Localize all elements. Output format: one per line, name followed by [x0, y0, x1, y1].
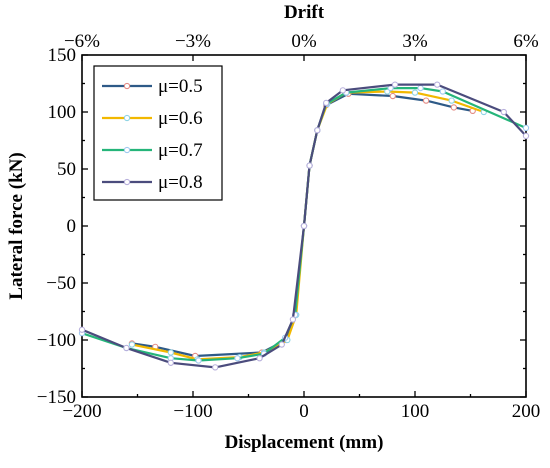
legend-marker — [123, 178, 131, 186]
x2-tick-label: −6% — [64, 31, 100, 52]
series-line — [81, 83, 527, 369]
x-tick-label: 200 — [512, 401, 541, 422]
data-point — [234, 355, 241, 362]
data-point — [522, 124, 530, 132]
axis-ticks: −200 −100 0 100 200 −6% −3% 0% 3% 6% −150 −100 −50 0 5… — [37, 31, 540, 422]
y-tick-label: 100 — [48, 102, 77, 123]
legend-marker — [123, 146, 131, 154]
data-point — [500, 108, 507, 116]
data-point — [167, 359, 174, 366]
data-point — [434, 81, 441, 88]
data-point — [289, 316, 297, 323]
data-point — [422, 97, 430, 104]
legend-label: μ=0.6 — [158, 108, 203, 129]
x2-tick-label: 3% — [402, 31, 428, 52]
data-point — [323, 99, 330, 107]
data-point — [300, 222, 308, 230]
legend-label: μ=0.7 — [158, 140, 203, 161]
x2-axis-title: Drift — [284, 2, 325, 23]
data-point — [306, 162, 313, 169]
data-point — [450, 104, 457, 111]
legend-label: μ=0.8 — [158, 172, 203, 193]
legend-marker — [123, 114, 131, 122]
data-point — [339, 87, 346, 94]
data-point — [391, 81, 399, 88]
legend-marker — [123, 82, 131, 90]
data-point — [123, 344, 130, 352]
y-axis-title: Lateral force (kN) — [6, 152, 27, 299]
series-4 — [78, 81, 530, 371]
legend-box — [93, 65, 223, 201]
legend-item: μ=0.5 — [102, 76, 203, 97]
x-axis-title: Displacement (mm) — [225, 432, 384, 453]
data-point — [417, 84, 424, 92]
data-point — [167, 349, 174, 356]
data-point — [439, 88, 446, 95]
y-tick-label: −150 — [37, 387, 76, 408]
legend-item: μ=0.7 — [102, 140, 203, 161]
legend: μ=0.5 μ=0.6 μ=0.7 μ=0.8 — [93, 65, 223, 201]
data-point — [128, 341, 136, 348]
data-point — [195, 357, 202, 364]
y-tick-label: 50 — [57, 159, 76, 180]
legend-item: μ=0.6 — [102, 108, 203, 129]
x-tick-label: −200 — [62, 401, 101, 422]
x2-tick-label: −3% — [175, 31, 211, 52]
legend-item: μ=0.8 — [102, 172, 203, 193]
data-point — [448, 97, 455, 104]
data-point — [212, 364, 219, 371]
data-point — [78, 326, 86, 333]
y-tick-label: −100 — [37, 330, 76, 351]
x-tick-label: −100 — [173, 401, 212, 422]
data-point — [411, 89, 419, 96]
y-tick-label: 150 — [48, 45, 77, 66]
data-point — [389, 92, 396, 100]
x2-tick-label: 6% — [513, 31, 539, 52]
x-tick-label: 0 — [299, 401, 309, 422]
data-point — [314, 127, 321, 134]
series-group — [78, 81, 530, 371]
x-tick-label: 100 — [401, 401, 430, 422]
data-point — [256, 355, 263, 362]
data-point — [522, 132, 530, 140]
x2-tick-label: 0% — [291, 31, 317, 52]
y-tick-label: −50 — [46, 273, 76, 294]
y-tick-label: 0 — [67, 216, 77, 237]
data-point — [278, 341, 285, 348]
legend-label: μ=0.5 — [158, 76, 203, 97]
